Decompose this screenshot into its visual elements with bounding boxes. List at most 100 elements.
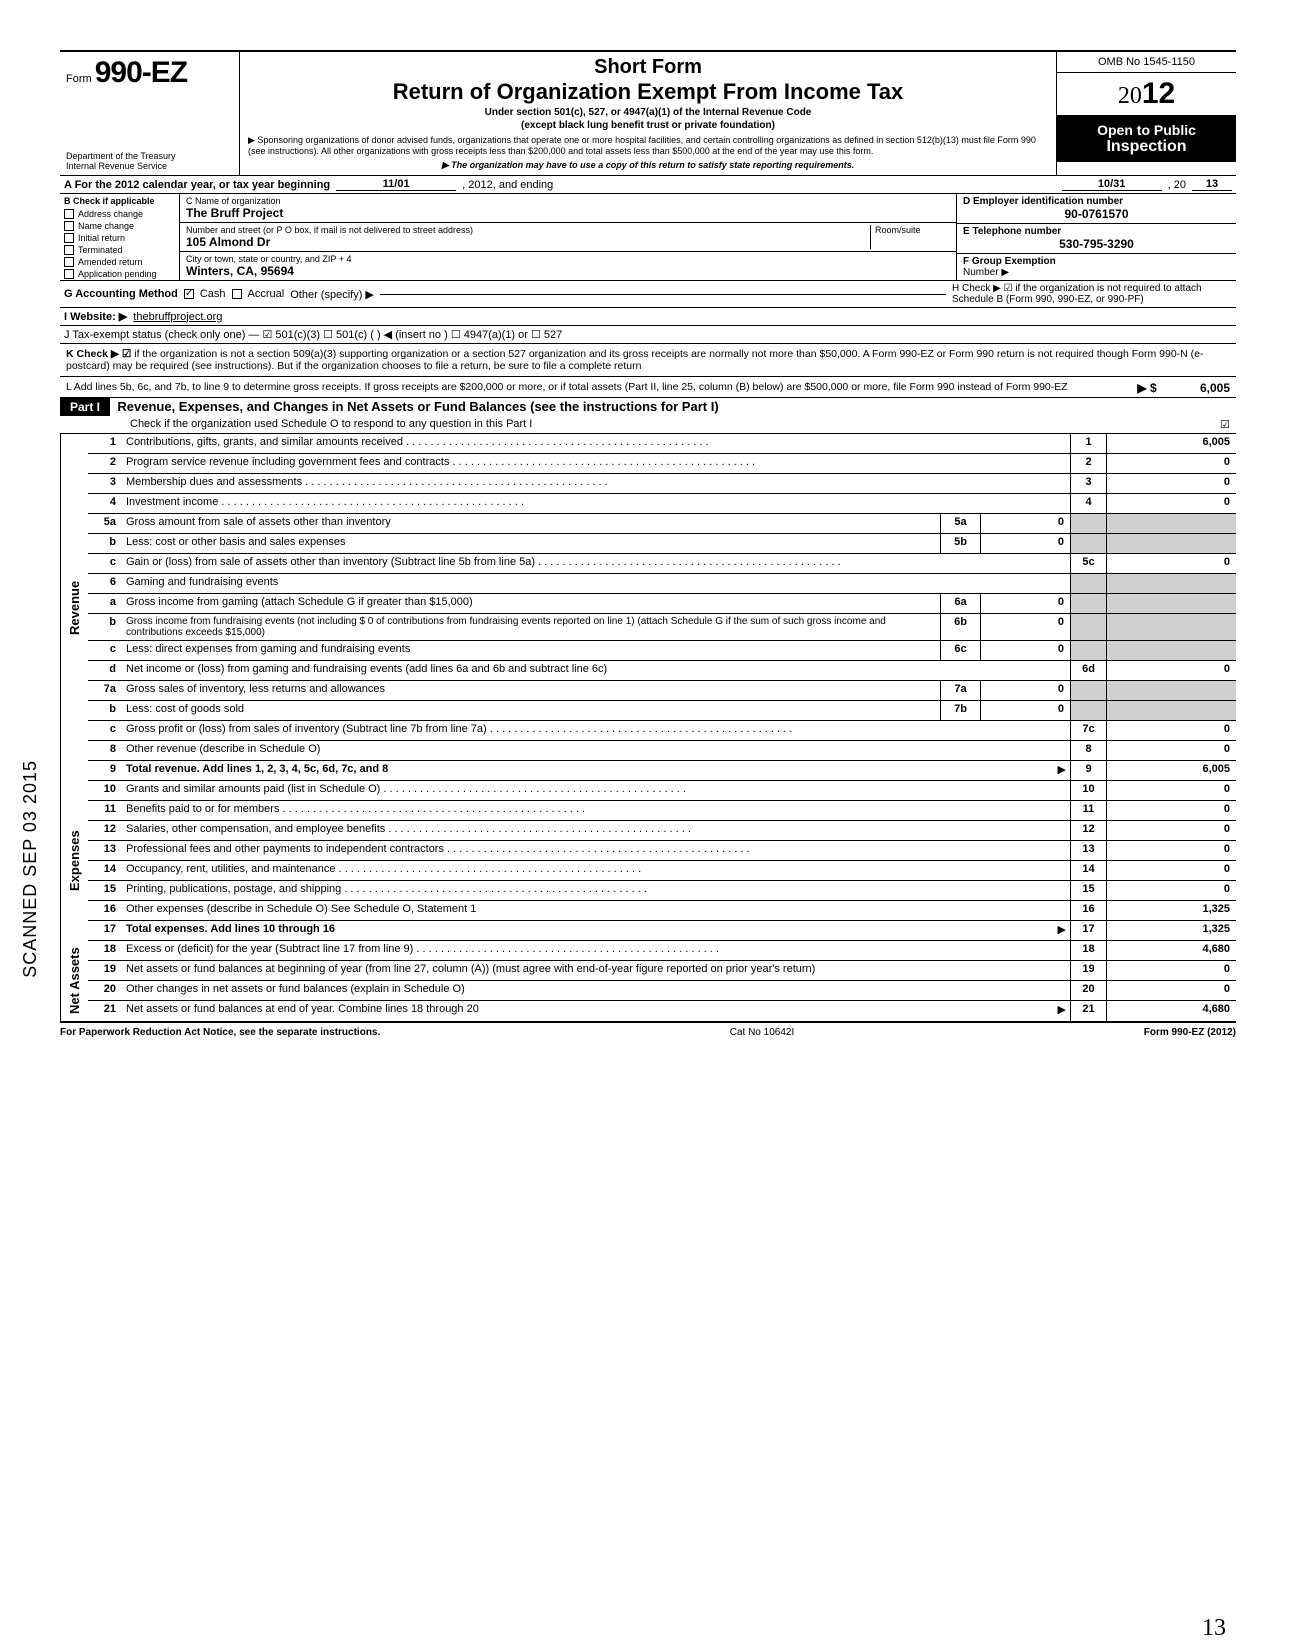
line-11-val: 0 (1106, 801, 1236, 820)
omb-number: OMB No 1545-1150 (1057, 52, 1236, 73)
page-number: 13 (1202, 1615, 1226, 1642)
line-9-desc: Total revenue. Add lines 1, 2, 3, 4, 5c,… (122, 761, 1070, 780)
scanned-stamp: SCANNED SEP 03 2015 (20, 760, 41, 978)
line-7a-val: 0 (980, 681, 1070, 700)
part-1-sub: Check if the organization used Schedule … (130, 418, 532, 431)
expenses-side-label: Expenses (60, 781, 88, 941)
chk-application-pending[interactable]: Application pending (60, 268, 179, 280)
line-10-val: 0 (1106, 781, 1236, 800)
line-21-val: 4,680 (1106, 1001, 1236, 1021)
line-i-label: I Website: ▶ (64, 310, 127, 323)
line-13-val: 0 (1106, 841, 1236, 860)
line-5a-desc: Gross amount from sale of assets other t… (122, 514, 940, 533)
chk-terminated[interactable]: Terminated (60, 244, 179, 256)
line-5b-desc: Less: cost or other basis and sales expe… (122, 534, 940, 553)
box-d-label: D Employer identification number (963, 196, 1230, 207)
line-g-h: G Accounting Method Cash Accrual Other (… (60, 281, 1236, 308)
line-l-arrow: ▶ $ (1137, 381, 1156, 395)
irs: Internal Revenue Service (66, 161, 233, 171)
line-k-text: if the organization is not a section 509… (66, 348, 1204, 372)
net-assets-section: Net Assets 18Excess or (deficit) for the… (60, 941, 1236, 1023)
line-l-value: 6,005 (1200, 381, 1230, 395)
line-j: J Tax-exempt status (check only one) — ☑… (60, 326, 1236, 344)
line-3-val: 0 (1106, 474, 1236, 493)
year-suffix: 12 (1142, 77, 1175, 110)
part-1-title: Revenue, Expenses, and Changes in Net As… (113, 399, 718, 414)
line-a-end: 10/31 (1062, 178, 1162, 191)
line-6a-desc: Gross income from gaming (attach Schedul… (122, 594, 940, 613)
org-city: Winters, CA, 95694 (186, 264, 950, 278)
line-14-val: 0 (1106, 861, 1236, 880)
org-name: The Bruff Project (186, 206, 950, 220)
dept-treasury: Department of the Treasury (66, 151, 233, 161)
cash-label: Cash (200, 288, 226, 300)
line-16-val: 1,325 (1106, 901, 1236, 920)
subtitle-2: (except black lung benefit trust or priv… (248, 120, 1048, 131)
part-1-sub-chk[interactable]: ☑ (1220, 418, 1230, 431)
line-6d-val: 0 (1106, 661, 1236, 680)
footer-right: Form 990-EZ (2012) (1144, 1027, 1236, 1038)
line-k: K Check ▶ ☑ if the organization is not a… (60, 344, 1236, 377)
line-a-text: A For the 2012 calendar year, or tax yea… (64, 179, 330, 191)
chk-name-change[interactable]: Name change (60, 220, 179, 232)
title-return: Return of Organization Exempt From Incom… (248, 79, 1048, 105)
chk-initial-return[interactable]: Initial return (60, 232, 179, 244)
line-5c-desc: Gain or (loss) from sale of assets other… (122, 554, 1070, 573)
line-12-val: 0 (1106, 821, 1236, 840)
line-18-val: 4,680 (1106, 941, 1236, 960)
footer-center: Cat No 10642I (730, 1027, 795, 1038)
chk-address-change[interactable]: Address change (60, 208, 179, 220)
line-7c-desc: Gross profit or (loss) from sales of inv… (122, 721, 1070, 740)
line-8-val: 0 (1106, 741, 1236, 760)
box-c-name-label: C Name of organization (186, 196, 950, 206)
header-right: OMB No 1545-1150 2012 Open to Public Ins… (1056, 52, 1236, 175)
line-19-val: 0 (1106, 961, 1236, 980)
line-a-end3: 13 (1192, 178, 1232, 191)
form-number: Form 990-EZ (66, 56, 233, 90)
line-a-mid: , 2012, and ending (462, 179, 553, 191)
part-1-badge: Part I (60, 398, 110, 416)
line-h: H Check ▶ ☑ if the organization is not r… (952, 283, 1232, 305)
box-b: B Check if applicable Address change Nam… (60, 194, 180, 280)
line-5c-val: 0 (1106, 554, 1236, 573)
form-label: Form (66, 73, 92, 85)
line-4-val: 0 (1106, 494, 1236, 513)
chk-cash[interactable] (184, 289, 194, 299)
open-line1: Open to Public (1059, 122, 1234, 138)
line-20-val: 0 (1106, 981, 1236, 1000)
line-11-desc: Benefits paid to or for members (122, 801, 1070, 820)
header-note-2: ▶ The organization may have to use a cop… (248, 160, 1048, 171)
box-f-label2: Number ▶ (963, 267, 1230, 278)
box-f-label: F Group Exemption (963, 256, 1230, 267)
chk-amended-return[interactable]: Amended return (60, 256, 179, 268)
line-6-desc: Gaming and fundraising events (122, 574, 1070, 593)
box-c: C Name of organization The Bruff Project… (180, 194, 956, 280)
line-17-desc: Total expenses. Add lines 10 through 16 … (122, 921, 1070, 940)
line-6b-val: 0 (980, 614, 1070, 640)
line-a: A For the 2012 calendar year, or tax yea… (60, 176, 1236, 194)
line-k-label: K Check ▶ ☑ (66, 348, 131, 360)
other-label: Other (specify) ▶ (290, 288, 374, 301)
line-7a-desc: Gross sales of inventory, less returns a… (122, 681, 940, 700)
line-j-text: J Tax-exempt status (check only one) — ☑… (64, 328, 562, 341)
chk-accrual[interactable] (232, 289, 242, 299)
line-16-desc: Other expenses (describe in Schedule O) … (122, 901, 1070, 920)
title-short-form: Short Form (248, 56, 1048, 79)
line-10-desc: Grants and similar amounts paid (list in… (122, 781, 1070, 800)
line-7b-val: 0 (980, 701, 1070, 720)
box-b-label: B Check if applicable (60, 194, 179, 208)
line-l-text: L Add lines 5b, 6c, and 7b, to line 9 to… (66, 381, 1068, 393)
line-18-desc: Excess or (deficit) for the year (Subtra… (122, 941, 1070, 960)
line-7b-desc: Less: cost of goods sold (122, 701, 940, 720)
line-6d-desc: Net income or (loss) from gaming and fun… (122, 661, 1070, 680)
line-2-val: 0 (1106, 454, 1236, 473)
line-13-desc: Professional fees and other payments to … (122, 841, 1070, 860)
line-a-begin: 11/01 (336, 178, 456, 191)
ein: 90-0761570 (963, 207, 1230, 221)
line-4-desc: Investment income (122, 494, 1070, 513)
line-19-desc: Net assets or fund balances at beginning… (122, 961, 1070, 980)
line-20-desc: Other changes in net assets or fund bala… (122, 981, 1070, 1000)
line-8-desc: Other revenue (describe in Schedule O) (122, 741, 1070, 760)
revenue-section: Revenue 1Contributions, gifts, grants, a… (60, 434, 1236, 781)
line-3-desc: Membership dues and assessments (122, 474, 1070, 493)
